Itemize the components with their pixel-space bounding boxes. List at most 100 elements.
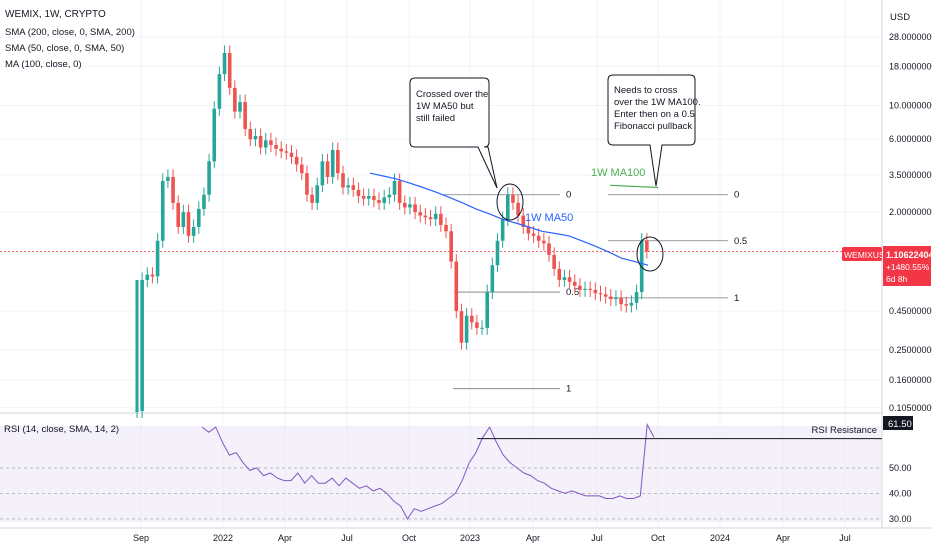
symbol-badge-text: WEMIXUSD	[844, 250, 891, 260]
fib-level-label: 0	[566, 190, 571, 201]
candle-body	[500, 219, 505, 241]
price-tick-label: 28.00000000	[889, 32, 932, 42]
callout-right[interactable]: Needs to cross over the 1W MA100. Enter …	[607, 74, 701, 187]
candle-body	[361, 196, 366, 199]
indicator-ma100[interactable]: MA (100, close, 0)	[5, 59, 82, 70]
rsi-line[interactable]	[201, 422, 655, 520]
ma50-line[interactable]	[369, 172, 649, 266]
candle-body	[392, 180, 397, 195]
candle-body	[536, 235, 541, 241]
candle-body	[619, 297, 623, 305]
candle-body	[181, 212, 186, 227]
candle-body	[449, 231, 453, 262]
last-price-badge	[883, 246, 931, 286]
time-tick-label: Oct	[651, 533, 666, 543]
candle-body	[212, 108, 217, 162]
candle-body	[263, 140, 268, 148]
candle-body	[356, 189, 361, 197]
candle-body	[217, 74, 222, 109]
highlight-circle-right[interactable]	[636, 236, 664, 272]
price-badge: WEMIXUSD 1.10622404 +1480.55% 6d 8h	[842, 246, 932, 286]
candle-body	[634, 292, 639, 303]
candle-body	[552, 254, 556, 269]
candle-body	[567, 277, 572, 282]
candle-body	[207, 161, 211, 195]
price-tick-label: 10.00000000	[889, 100, 932, 110]
price-scale[interactable]: 28.00000000 18.00000000 10.00000000 6.00000…	[889, 32, 932, 413]
rsi-background-band	[0, 426, 882, 522]
candle-body	[305, 173, 309, 195]
candle-body	[526, 226, 531, 234]
candle-body	[572, 281, 577, 286]
rsi-value-badge	[883, 416, 913, 430]
candle-body	[485, 292, 489, 328]
highlight-circle-left[interactable]	[496, 183, 524, 221]
candle-body	[547, 243, 551, 255]
rsi-scale[interactable]: 50.00 40.00 30.00	[889, 463, 912, 524]
rsi-indicator-label: RSI (14, close, SMA, 14, 2)	[4, 424, 119, 435]
candle-body	[598, 293, 603, 295]
candle-body	[413, 204, 417, 213]
candle-body	[330, 150, 335, 177]
candle-body	[294, 156, 299, 165]
time-tick-label: Sep	[133, 533, 149, 543]
rsi-value-badge-text: 61.50	[888, 419, 912, 430]
time-tick-label: Jul	[839, 533, 851, 543]
candle-body	[506, 194, 510, 220]
time-tick-label: Oct	[402, 533, 417, 543]
ma100-line[interactable]	[609, 184, 659, 189]
candle-body	[341, 173, 345, 188]
price-tick-label: 0.45000000	[889, 306, 932, 316]
candle-body	[372, 196, 376, 201]
callout-right-line-1: Needs to cross	[614, 85, 678, 96]
candle-body	[459, 311, 464, 343]
candle-body	[511, 194, 515, 203]
candle-body	[336, 150, 340, 174]
candle-body	[243, 102, 247, 130]
candle-body	[624, 304, 629, 306]
candle-body	[531, 233, 536, 236]
candle-body	[469, 315, 474, 323]
candle-body	[583, 288, 587, 290]
candle-body	[614, 297, 618, 300]
ma50-label: 1W MA50	[525, 212, 573, 224]
fib-level-label: 0	[734, 190, 739, 201]
time-tick-label: 2024	[710, 533, 730, 543]
candle-body	[603, 294, 608, 297]
candles	[135, 45, 649, 418]
candle-body	[645, 240, 649, 252]
candle-body	[171, 176, 175, 203]
last-price-text: 1.10622404	[886, 250, 932, 260]
callout-left[interactable]: Crossed over the 1W MA50 but still faile…	[409, 77, 498, 189]
candle-body	[310, 194, 314, 203]
change-text: +1480.55%	[886, 262, 930, 272]
rsi-resistance-label: RSI Resistance	[812, 425, 877, 436]
time-tick-label: Apr	[278, 533, 292, 543]
candle-body	[588, 288, 592, 290]
fib-level-label: 0.5	[734, 236, 747, 247]
indicator-sma200[interactable]: SMA (200, close, 0, SMA, 200)	[5, 27, 135, 38]
candle-body	[238, 102, 242, 112]
indicator-sma50[interactable]: SMA (50, close, 0, SMA, 50)	[5, 43, 124, 54]
time-scale[interactable]: Sep 2022 Apr Jul Oct 2023 Apr Jul Oct 2024 Apr Jul	[133, 533, 851, 543]
candle-body	[557, 268, 562, 280]
candle-body	[495, 240, 500, 266]
candle-body	[428, 217, 433, 220]
price-tick-label: 18.00000000	[889, 61, 932, 71]
ma100-label: 1W MA100	[591, 167, 645, 179]
price-tick-label: 6.00000000	[889, 134, 932, 144]
candle-body	[439, 213, 443, 225]
candle-body	[315, 185, 320, 203]
candle-body	[397, 180, 402, 203]
candle-body	[150, 274, 155, 277]
candle-body	[542, 240, 546, 244]
callout-left-line-1: Crossed over the	[416, 89, 488, 100]
rsi-grid	[0, 467, 882, 520]
fibonacci-retracements[interactable]: 0 0.5 1 0 0.5 1	[442, 190, 747, 395]
candle-body	[191, 226, 196, 236]
candle-body	[464, 315, 469, 343]
candle-body	[408, 204, 412, 208]
candle-body	[248, 129, 253, 140]
time-tick-label: 2023	[460, 533, 480, 543]
